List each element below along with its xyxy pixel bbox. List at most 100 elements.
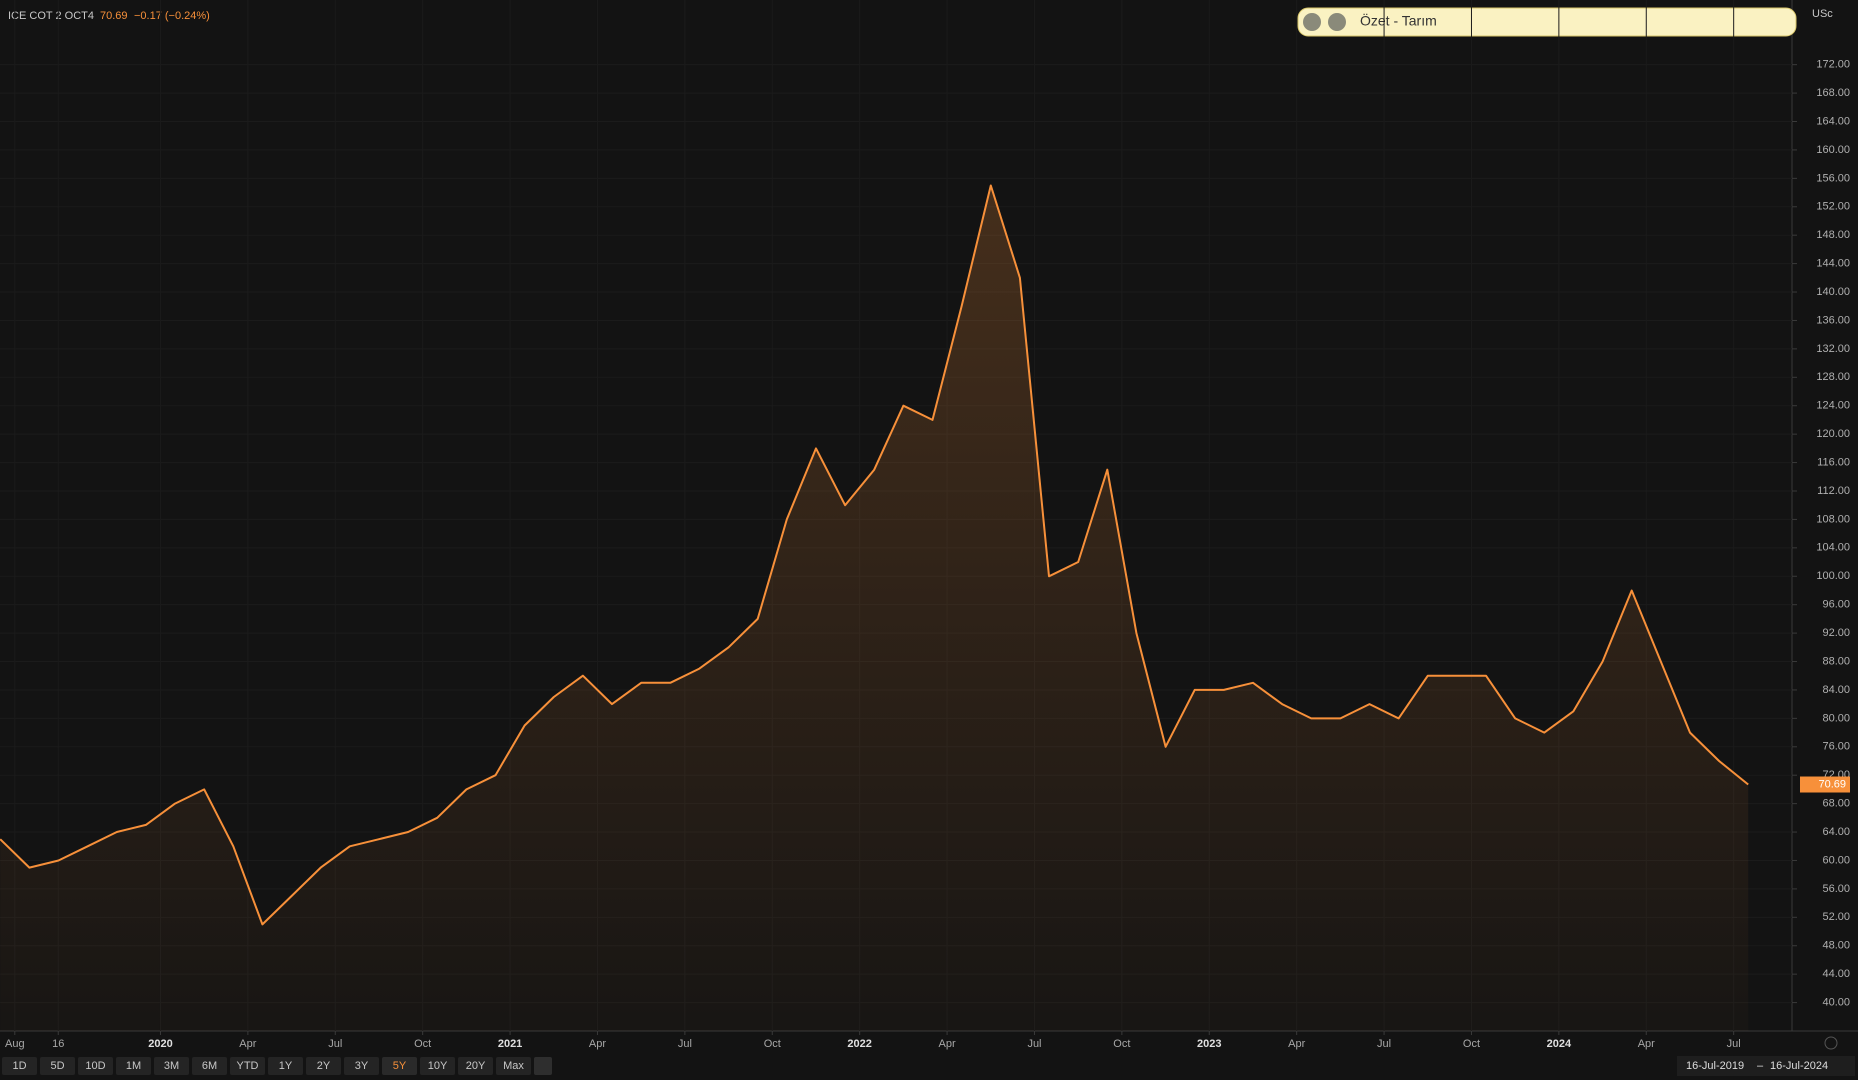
range-start: 16-Jul-2019 — [1686, 1060, 1744, 1072]
range-button[interactable]: 1M — [116, 1057, 151, 1075]
range-button[interactable]: Max — [496, 1057, 531, 1075]
range-button-label: 10Y — [428, 1060, 448, 1072]
x-tick-label: Oct — [1463, 1038, 1480, 1050]
x-tick-label: Oct — [1113, 1038, 1130, 1050]
last-price-label: 70.69 — [1818, 778, 1846, 790]
range-button[interactable]: 20Y — [458, 1057, 493, 1075]
range-button-bg — [458, 1057, 493, 1075]
range-button[interactable]: YTD — [230, 1057, 265, 1075]
y-tick-label: 112.00 — [1817, 485, 1850, 497]
x-tick-label: 2021 — [498, 1038, 522, 1050]
y-tick-label: 156.00 — [1816, 172, 1850, 184]
range-button[interactable]: 3Y — [344, 1057, 379, 1075]
range-button-bg — [154, 1057, 189, 1075]
range-button-label: 2Y — [317, 1060, 331, 1072]
y-tick-label: 52.00 — [1822, 911, 1850, 923]
x-tick-label: Oct — [764, 1038, 781, 1050]
y-tick-label: 68.00 — [1822, 798, 1850, 810]
range-button-label: 3Y — [355, 1060, 369, 1072]
y-tick-label: 148.00 — [1816, 229, 1850, 241]
range-button-bg — [496, 1057, 531, 1075]
range-button-bg — [268, 1057, 303, 1075]
y-tick-label: 56.00 — [1822, 883, 1850, 895]
range-button[interactable]: 3M — [154, 1057, 189, 1075]
y-tick-label: 164.00 — [1816, 115, 1850, 127]
range-button-label: 6M — [202, 1060, 217, 1072]
range-button-bg — [192, 1057, 227, 1075]
x-tick-label: Apr — [1288, 1038, 1305, 1050]
range-button-label: 1M — [126, 1060, 141, 1072]
y-tick-label: 172.00 — [1816, 59, 1850, 71]
x-tick-label: 2022 — [847, 1038, 871, 1050]
settings-icon[interactable] — [1824, 1036, 1838, 1050]
range-button-label: 5D — [50, 1060, 64, 1072]
range-button[interactable]: 5Y — [382, 1057, 417, 1075]
y-tick-label: 120.00 — [1816, 428, 1850, 440]
y-tick-label: 116.00 — [1817, 456, 1850, 468]
y-tick-label: 136.00 — [1816, 314, 1850, 326]
y-tick-label: 80.00 — [1822, 712, 1850, 724]
x-tick-label: Apr — [1638, 1038, 1655, 1050]
symbol: ICE COT 2 OCT4 — [8, 10, 94, 22]
range-button-label: YTD — [237, 1060, 259, 1072]
range-button-bg — [344, 1057, 379, 1075]
y-tick-label: 40.00 — [1822, 996, 1850, 1008]
expand-button[interactable] — [1328, 13, 1346, 31]
y-tick-label: 128.00 — [1816, 371, 1850, 383]
range-button-bg — [2, 1057, 37, 1075]
y-tick-label: 108.00 — [1816, 513, 1850, 525]
range-button[interactable]: 1D — [2, 1057, 37, 1075]
range-button-bg — [306, 1057, 341, 1075]
range-button-label: 20Y — [466, 1060, 486, 1072]
last-price: 70.69 — [100, 10, 128, 22]
y-tick-label: 160.00 — [1816, 144, 1850, 156]
range-button-label: 1D — [12, 1060, 26, 1072]
range-button-bg — [420, 1057, 455, 1075]
x-tick-label: 2024 — [1547, 1038, 1572, 1050]
range-button-label: 3M — [164, 1060, 179, 1072]
x-tick-label: Jul — [678, 1038, 692, 1050]
currency-select[interactable]: USc — [1812, 8, 1833, 20]
y-tick-label: 48.00 — [1822, 940, 1850, 952]
x-tick-label: Jul — [1727, 1038, 1741, 1050]
range-button[interactable]: 2Y — [306, 1057, 341, 1075]
x-tick-label: Apr — [589, 1038, 606, 1050]
panel-title: Özet - Tarım — [1360, 12, 1437, 29]
area — [0, 185, 1749, 1031]
range-button-bg — [40, 1057, 75, 1075]
x-tick-label: 16 — [52, 1038, 64, 1050]
y-tick-label: 104.00 — [1816, 542, 1850, 554]
x-tick-label: Jul — [1377, 1038, 1391, 1050]
x-tick-label: Apr — [239, 1038, 256, 1050]
y-tick-label: 144.00 — [1816, 258, 1850, 270]
y-tick-label: 92.00 — [1822, 627, 1850, 639]
range-button-bg — [116, 1057, 151, 1075]
range-end: 16-Jul-2024 — [1770, 1060, 1828, 1072]
range-button[interactable]: 6M — [192, 1057, 227, 1075]
close-button[interactable] — [1303, 13, 1321, 31]
x-tick-label: 2023 — [1197, 1038, 1221, 1050]
last-price-box — [1800, 776, 1850, 793]
range-button-label: 1Y — [279, 1060, 293, 1072]
panel[interactable]: Özet - Tarım — [1297, 7, 1797, 37]
range-button-label: 10D — [85, 1060, 105, 1072]
range-button-bg — [78, 1057, 113, 1075]
range-settings-button[interactable] — [534, 1057, 552, 1075]
x-tick-label: Jul — [1027, 1038, 1041, 1050]
date-range-box[interactable] — [1677, 1056, 1855, 1076]
range-button-label: 5Y — [393, 1060, 407, 1072]
y-tick-label: 168.00 — [1816, 87, 1850, 99]
range-button[interactable]: 10Y — [420, 1057, 455, 1075]
y-tick-label: 84.00 — [1822, 684, 1850, 696]
range-button[interactable]: 5D — [40, 1057, 75, 1075]
range-button[interactable]: 1Y — [268, 1057, 303, 1075]
x-tick-label: Jul — [328, 1038, 342, 1050]
y-tick-label: 140.00 — [1816, 286, 1850, 298]
range-button[interactable]: 10D — [78, 1057, 113, 1075]
y-tick-label: 76.00 — [1822, 741, 1850, 753]
range-button-bg — [230, 1057, 265, 1075]
range-button-label: Max — [503, 1060, 524, 1072]
y-tick-label: 44.00 — [1822, 968, 1850, 980]
